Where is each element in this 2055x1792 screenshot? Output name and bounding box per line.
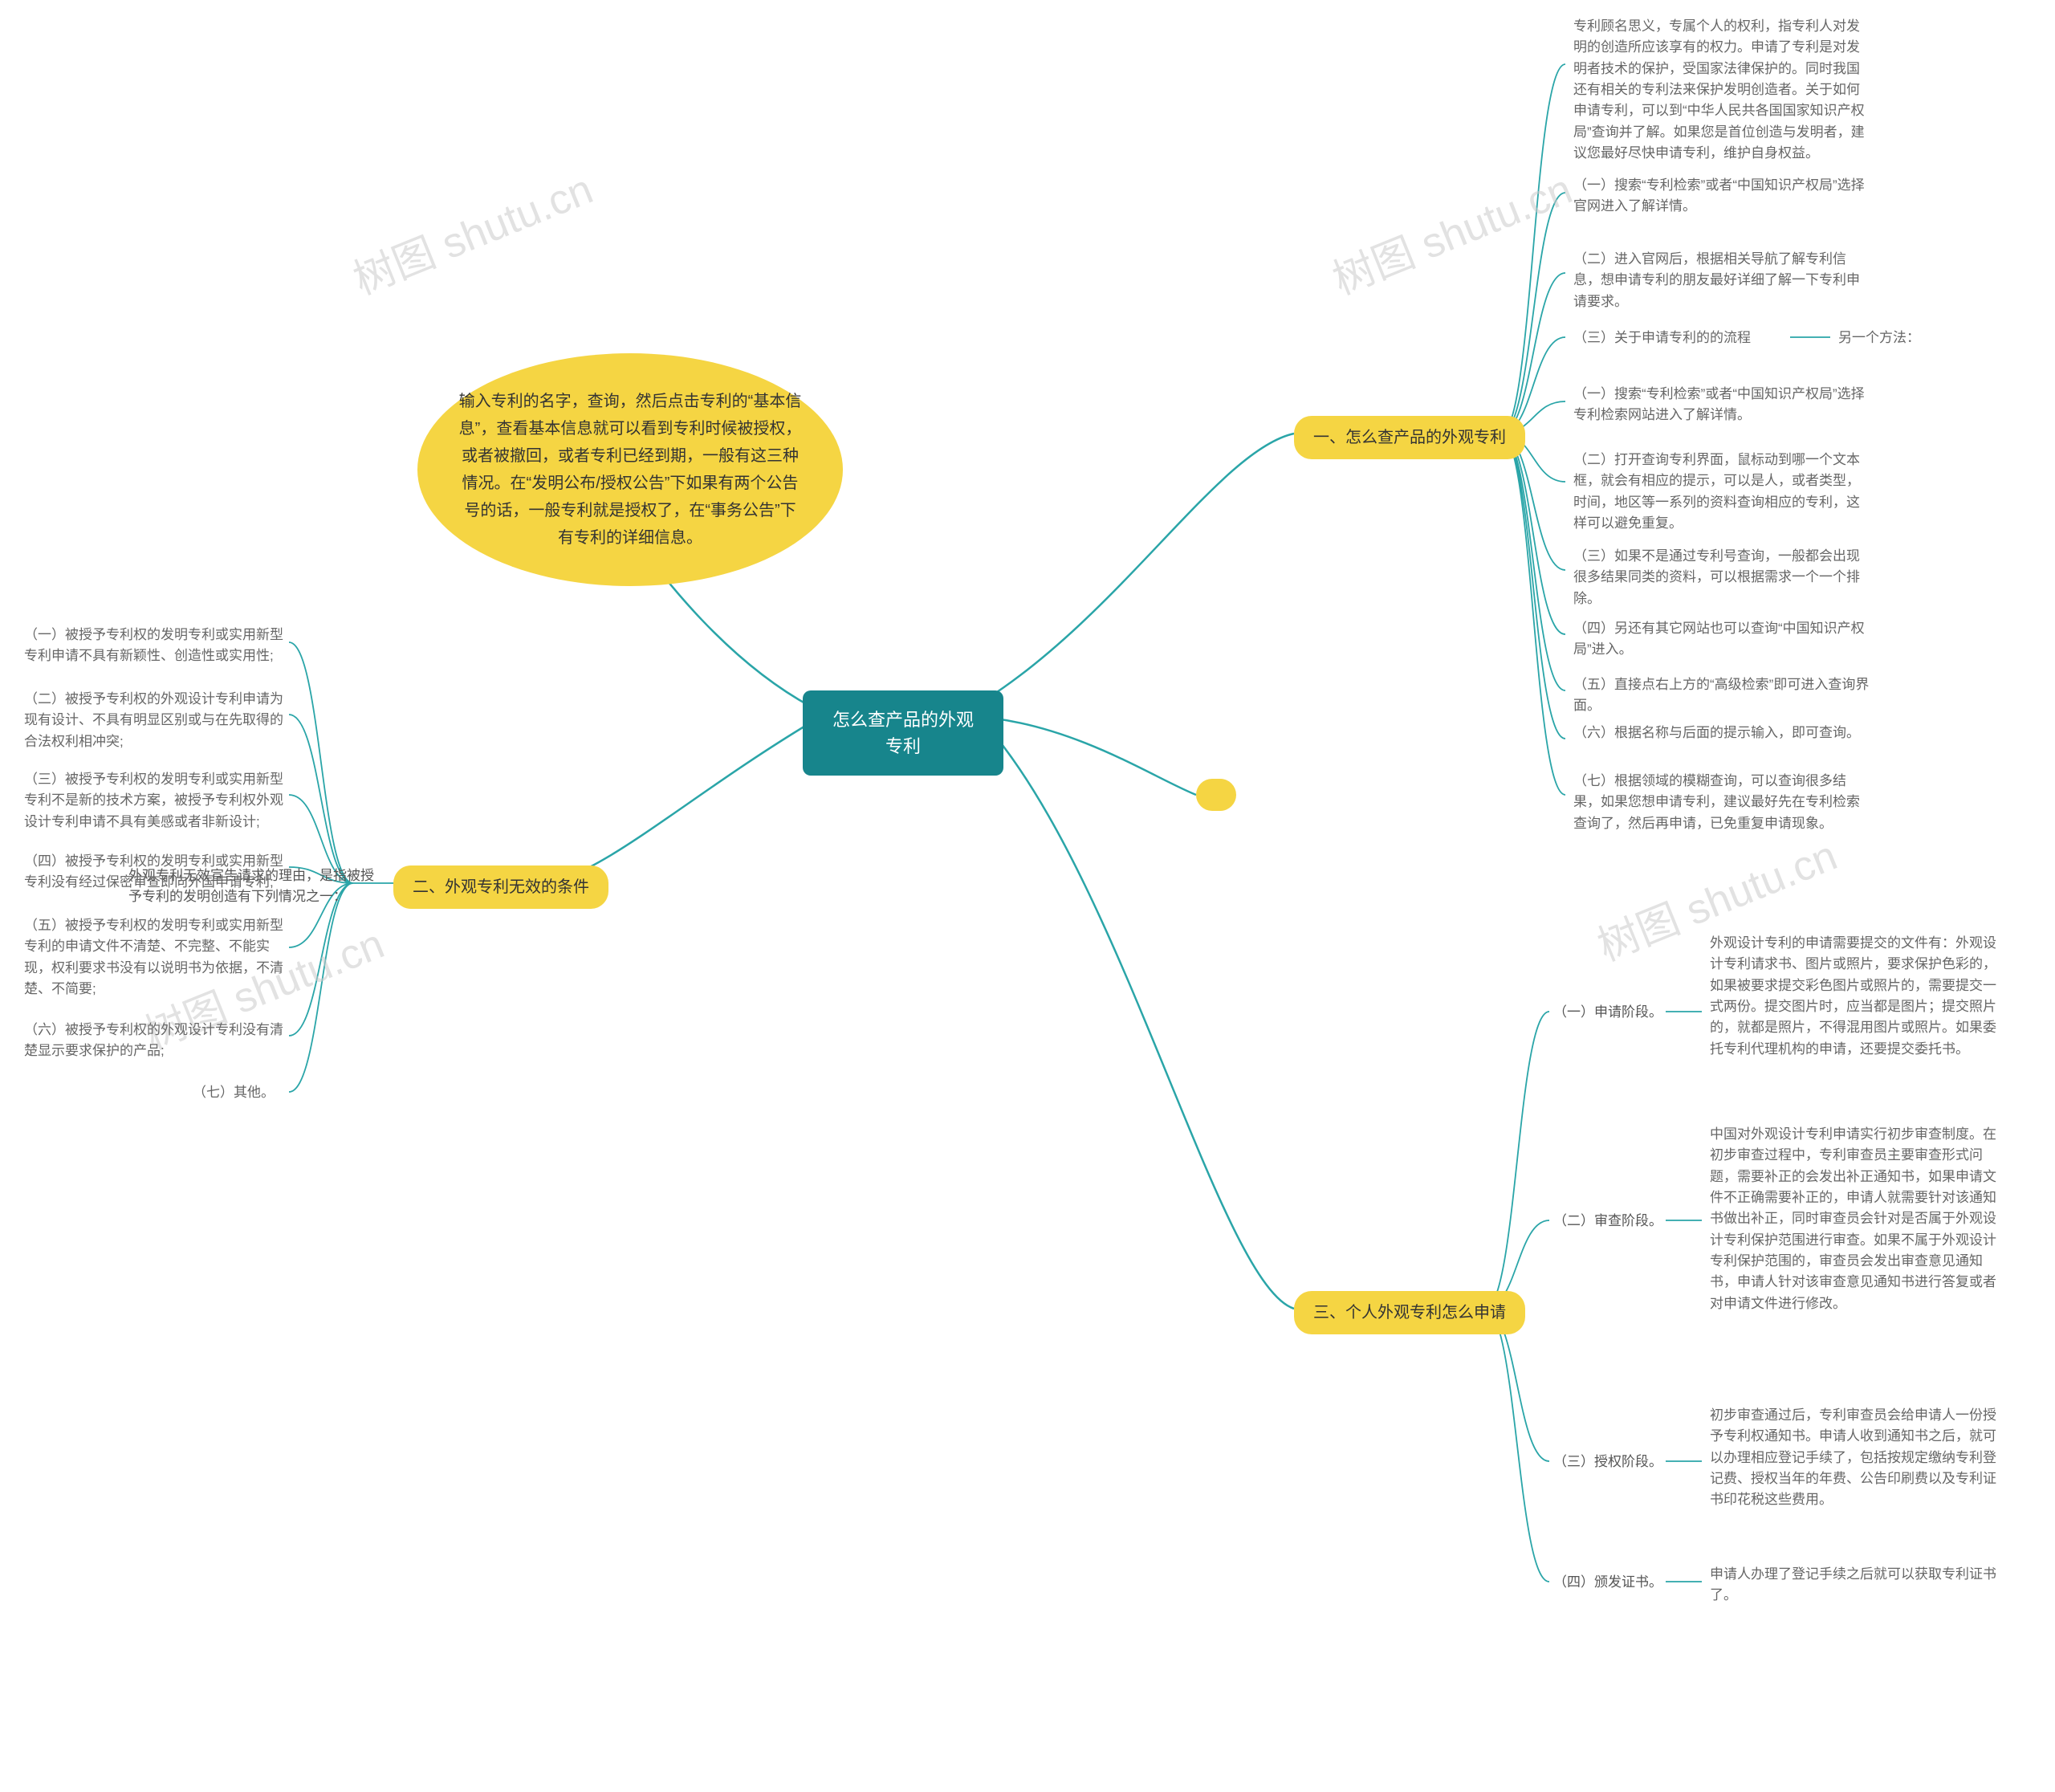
branch1-leaf-9: （五）直接点右上方的“高级检索”即可进入查询界面。 — [1573, 674, 1870, 717]
branch1-leaf-7: （三）如果不是通过专利号查询，一般都会出现很多结果同类的资料，可以根据需求一个一… — [1573, 546, 1870, 609]
branch-1[interactable]: 一、怎么查产品的外观专利 — [1294, 416, 1525, 459]
branch-empty[interactable] — [1196, 779, 1236, 811]
branch1-leaf-11: （七）根据领域的模糊查询，可以查询很多结果，如果您想申请专利，建议最好先在专利检… — [1573, 771, 1870, 834]
branch1-leaf-2: （一）搜索“专利检索”或者“中国知识产权局”选择官网进入了解详情。 — [1573, 175, 1870, 218]
branch3-sub-4-label: （四）颁发证书。 — [1553, 1572, 1662, 1593]
branch3-sub-4-text: 申请人办理了登记手续之后就可以获取专利证书了。 — [1710, 1564, 2007, 1607]
branch1-leaf-8: （四）另还有其它网站也可以查询“中国知识产权局”进入。 — [1573, 618, 1870, 661]
intro-node: 输入专利的名字，查询，然后点击专利的“基本信息”，查看基本信息就可以看到专利时候… — [417, 353, 843, 586]
branch-2[interactable]: 二、外观专利无效的条件 — [393, 865, 608, 909]
branch1-leaf-5: （一）搜索“专利检索”或者“中国知识产权局”选择专利检索网站进入了解详情。 — [1573, 384, 1870, 426]
branch3-sub-1-text: 外观设计专利的申请需要提交的文件有：外观设计专利请求书、图片或照片，要求保护色彩… — [1710, 933, 2007, 1060]
branch2-leaf-4: （四）被授予专利权的发明专利或实用新型专利没有经过保密审查即向外国申请专利; — [24, 851, 289, 894]
branch3-sub-3-label: （三）授权阶段。 — [1553, 1452, 1662, 1472]
branch1-leaf-6: （二）打开查询专利界面，鼠标动到哪一个文本框，就会有相应的提示，可以是人，或者类… — [1573, 450, 1870, 534]
branch2-leaf-1: （一）被授予专利权的发明专利或实用新型专利申请不具有新颖性、创造性或实用性; — [24, 625, 289, 667]
branch2-leaf-2: （二）被授予专利权的外观设计专利申请为现有设计、不具有明显区别或与在先取得的合法… — [24, 689, 289, 752]
branch2-leaf-5: （五）被授予专利权的发明专利或实用新型专利的申请文件不清楚、不完整、不能实现，权… — [24, 915, 289, 1000]
branch1-leaf-3: （二）进入官网后，根据相关导航了解专利信息，想申请专利的朋友最好详细了解一下专利… — [1573, 249, 1870, 312]
branch1-leaf-4-extra: 另一个方法： — [1838, 328, 1959, 348]
center-node[interactable]: 怎么查产品的外观专利 — [803, 690, 1003, 776]
branch2-leaf-3: （三）被授予专利权的发明专利或实用新型专利不是新的技术方案，被授予专利权外观设计… — [24, 769, 289, 833]
branch1-leaf-4: （三）关于申请专利的的流程 — [1573, 328, 1782, 348]
branch1-leaf-1: 专利顾名思义，专属个人的权利，指专利人对发明的创造所应该享有的权力。申请了专利是… — [1573, 16, 1870, 164]
branch2-leaf-7: （七）其他。 — [193, 1082, 289, 1103]
branch3-sub-3-text: 初步审查通过后，专利审查员会给申请人一份授予专利权通知书。申请人收到通知书之后，… — [1710, 1405, 2007, 1511]
watermark: 树图 shutu.cn — [1322, 156, 1579, 307]
branch1-leaf-10: （六）根据名称与后面的提示输入，即可查询。 — [1573, 723, 1870, 743]
branch3-sub-2-text: 中国对外观设计专利申请实行初步审查制度。在初步审查过程中，专利审查员主要审查形式… — [1710, 1124, 2007, 1314]
branch3-sub-1-label: （一）申请阶段。 — [1553, 1002, 1662, 1023]
branch-3[interactable]: 三、个人外观专利怎么申请 — [1294, 1291, 1525, 1334]
branch3-sub-2-label: （二）审查阶段。 — [1553, 1211, 1662, 1232]
watermark: 树图 shutu.cn — [343, 156, 600, 307]
branch2-leaf-6: （六）被授予专利权的外观设计专利没有清楚显示要求保护的产品; — [24, 1020, 289, 1062]
